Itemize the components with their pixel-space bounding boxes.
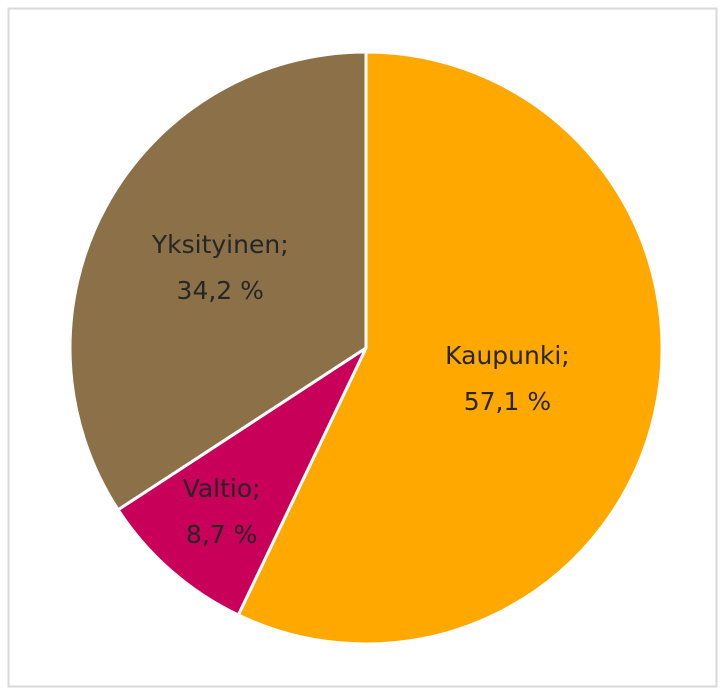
data-label-name: Valtio; [183, 474, 261, 503]
data-label-value: 57,1 % [464, 387, 551, 416]
pie-slice [116, 346, 368, 617]
data-label-name: Kaupunki; [445, 341, 570, 370]
pie-slice [236, 50, 664, 646]
pie-slice [68, 50, 368, 512]
data-label-value: 8,7 % [186, 520, 257, 549]
data-label-name: Yksityinen; [151, 230, 289, 259]
data-label-value: 34,2 % [177, 276, 264, 305]
